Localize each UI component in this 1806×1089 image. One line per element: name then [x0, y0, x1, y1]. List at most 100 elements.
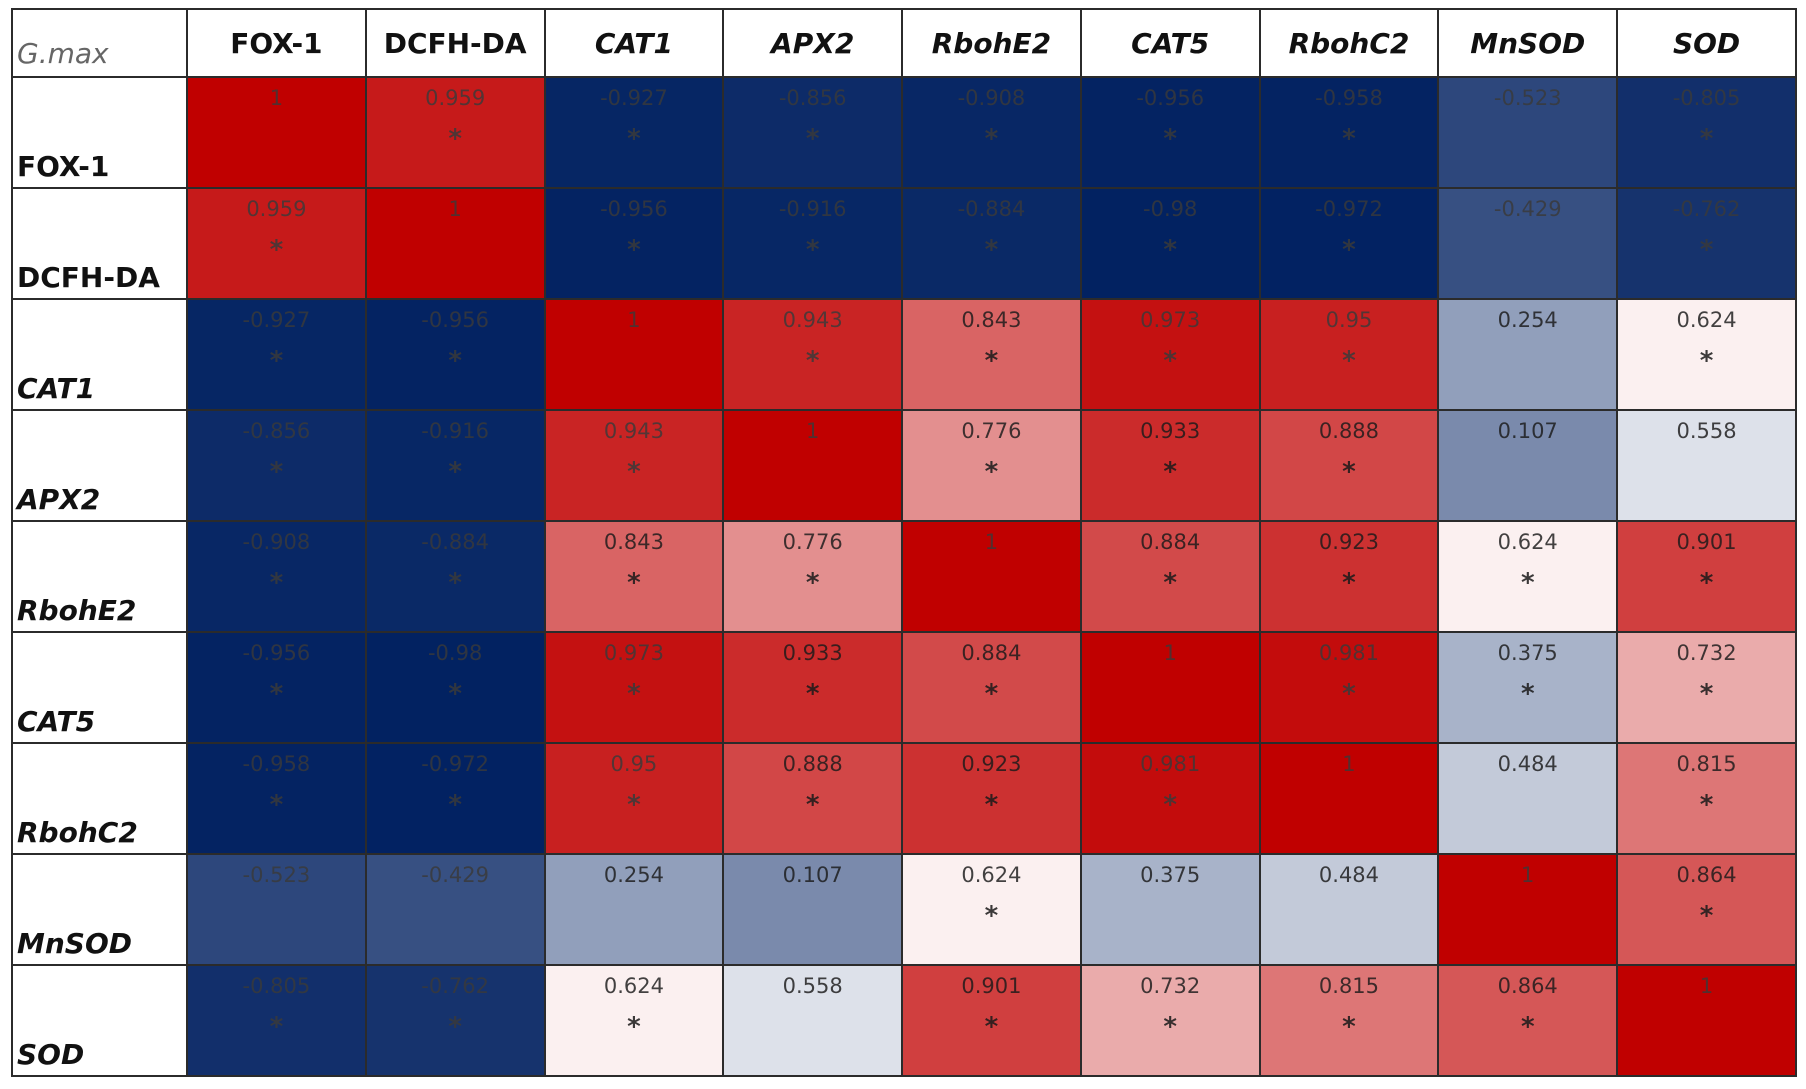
- column-header: RbohC2: [1258, 8, 1440, 78]
- significance-marker: *: [627, 1012, 641, 1042]
- cell-value: -0.972: [421, 752, 489, 776]
- significance-marker: *: [984, 124, 999, 154]
- cell-value: 0.776: [782, 530, 843, 554]
- cell-value: -0.972: [1315, 197, 1383, 221]
- cell-value: 0.624: [1497, 530, 1558, 554]
- cell-value: 1: [269, 86, 284, 110]
- significance-marker: *: [269, 1012, 284, 1042]
- significance-marker: *: [984, 457, 999, 487]
- cell-value: 0.943: [782, 308, 843, 332]
- row-header: MnSOD: [11, 853, 188, 966]
- significance-marker: *: [1163, 790, 1178, 820]
- row-header: CAT1: [11, 298, 188, 411]
- heatmap-cell: 0.981 *: [1079, 742, 1261, 855]
- column-header: SOD: [1616, 8, 1797, 78]
- significance-marker: *: [805, 790, 820, 820]
- cell-value: -0.908: [957, 86, 1026, 110]
- cell-value: -0.916: [421, 419, 489, 443]
- heatmap-cell: 0.923 *: [1258, 520, 1440, 633]
- significance-marker: *: [627, 124, 641, 154]
- cell-value: -0.98: [427, 641, 483, 665]
- cell-value: 0.776: [961, 419, 1022, 443]
- heatmap-cell: 0.558: [722, 964, 904, 1077]
- heatmap-cell: 0.933 *: [1079, 409, 1261, 522]
- row-header: DCFH-DA: [11, 187, 188, 300]
- heatmap-cell: 0.95 *: [1258, 298, 1440, 411]
- column-header: FOX-1: [186, 8, 367, 78]
- cell-value: 0.843: [603, 530, 664, 554]
- row-header: FOX-1: [11, 76, 188, 189]
- cell-value: 0.864: [1676, 863, 1737, 887]
- heatmap-cell: -0.956 *: [364, 298, 546, 411]
- heatmap-cell: 0.973 *: [543, 631, 725, 744]
- heatmap-cell: 0.884 *: [1079, 520, 1261, 633]
- cell-value: -0.958: [242, 752, 311, 776]
- significance-marker: *: [1342, 124, 1356, 154]
- heatmap-cell: 0.843 *: [543, 520, 725, 633]
- heatmap-cell: -0.927 *: [543, 76, 725, 189]
- significance-marker: *: [269, 790, 284, 820]
- heatmap-cell: -0.523: [1437, 76, 1619, 189]
- cell-value: 1: [627, 308, 641, 332]
- cell-value: -0.805: [1672, 86, 1741, 110]
- chart-title: G.max: [11, 8, 188, 78]
- heatmap-cell: -0.972 *: [364, 742, 546, 855]
- significance-marker: *: [1699, 235, 1714, 265]
- significance-marker: *: [984, 346, 999, 376]
- heatmap-cell: -0.916 *: [364, 409, 546, 522]
- significance-marker: *: [269, 346, 284, 376]
- heatmap-cell: 0.815 *: [1258, 964, 1440, 1077]
- significance-marker: *: [269, 568, 284, 598]
- cell-value: 0.959: [425, 86, 486, 110]
- cell-value: -0.429: [1493, 197, 1562, 221]
- significance-marker: *: [1163, 346, 1178, 376]
- heatmap-cell: -0.98 *: [364, 631, 546, 744]
- heatmap-cell: 0.815 *: [1616, 742, 1797, 855]
- cell-value: -0.805: [242, 974, 311, 998]
- heatmap-row: FOX-1 1 0.959 * -0.927 * -0.856 * -0.908 * -0.956 *…: [11, 76, 1797, 189]
- significance-marker: *: [269, 235, 284, 265]
- heatmap-cell: 1: [722, 409, 904, 522]
- cell-value: 1: [1342, 752, 1356, 776]
- heatmap-cell: -0.958 *: [1258, 76, 1440, 189]
- significance-marker: *: [1163, 1012, 1178, 1042]
- heatmap-cell: 1: [543, 298, 725, 411]
- cell-value: 1: [1699, 974, 1714, 998]
- significance-marker: *: [1342, 235, 1356, 265]
- heatmap-cell: 1: [901, 520, 1082, 633]
- heatmap-cell: 0.95 *: [543, 742, 725, 855]
- significance-marker: *: [627, 568, 641, 598]
- cell-value: 0.107: [1497, 419, 1558, 443]
- cell-value: 0.375: [1497, 641, 1558, 665]
- heatmap-cell: -0.98 *: [1079, 187, 1261, 300]
- cell-value: 0.933: [782, 641, 843, 665]
- significance-marker: *: [805, 568, 820, 598]
- cell-value: -0.956: [1136, 86, 1205, 110]
- significance-marker: *: [984, 679, 999, 709]
- cell-value: 0.484: [1497, 752, 1558, 776]
- significance-marker: *: [448, 568, 462, 598]
- row-header: RbohC2: [11, 742, 188, 855]
- cell-value: -0.927: [600, 86, 668, 110]
- significance-marker: *: [1699, 790, 1714, 820]
- cell-value: -0.762: [1672, 197, 1741, 221]
- heatmap-cell: 0.776 *: [901, 409, 1082, 522]
- heatmap-cell: -0.927 *: [186, 298, 367, 411]
- heatmap-cell: -0.762 *: [364, 964, 546, 1077]
- significance-marker: *: [1342, 679, 1356, 709]
- cell-value: 0.95: [1325, 308, 1373, 332]
- heatmap-cell: 0.375: [1079, 853, 1261, 966]
- cell-value: 0.254: [603, 863, 664, 887]
- significance-marker: *: [1163, 124, 1178, 154]
- significance-marker: *: [627, 679, 641, 709]
- cell-value: 0.732: [1140, 974, 1201, 998]
- heatmap-cell: 1: [186, 76, 367, 189]
- significance-marker: *: [1163, 568, 1178, 598]
- heatmap-cell: -0.884 *: [901, 187, 1082, 300]
- heatmap-cell: 0.624 *: [901, 853, 1082, 966]
- heatmap-cell: -0.429: [364, 853, 546, 966]
- cell-value: 0.558: [1676, 419, 1737, 443]
- heatmap-cell: 0.933 *: [722, 631, 904, 744]
- heatmap-cell: -0.429: [1437, 187, 1619, 300]
- heatmap-cell: 0.732 *: [1079, 964, 1261, 1077]
